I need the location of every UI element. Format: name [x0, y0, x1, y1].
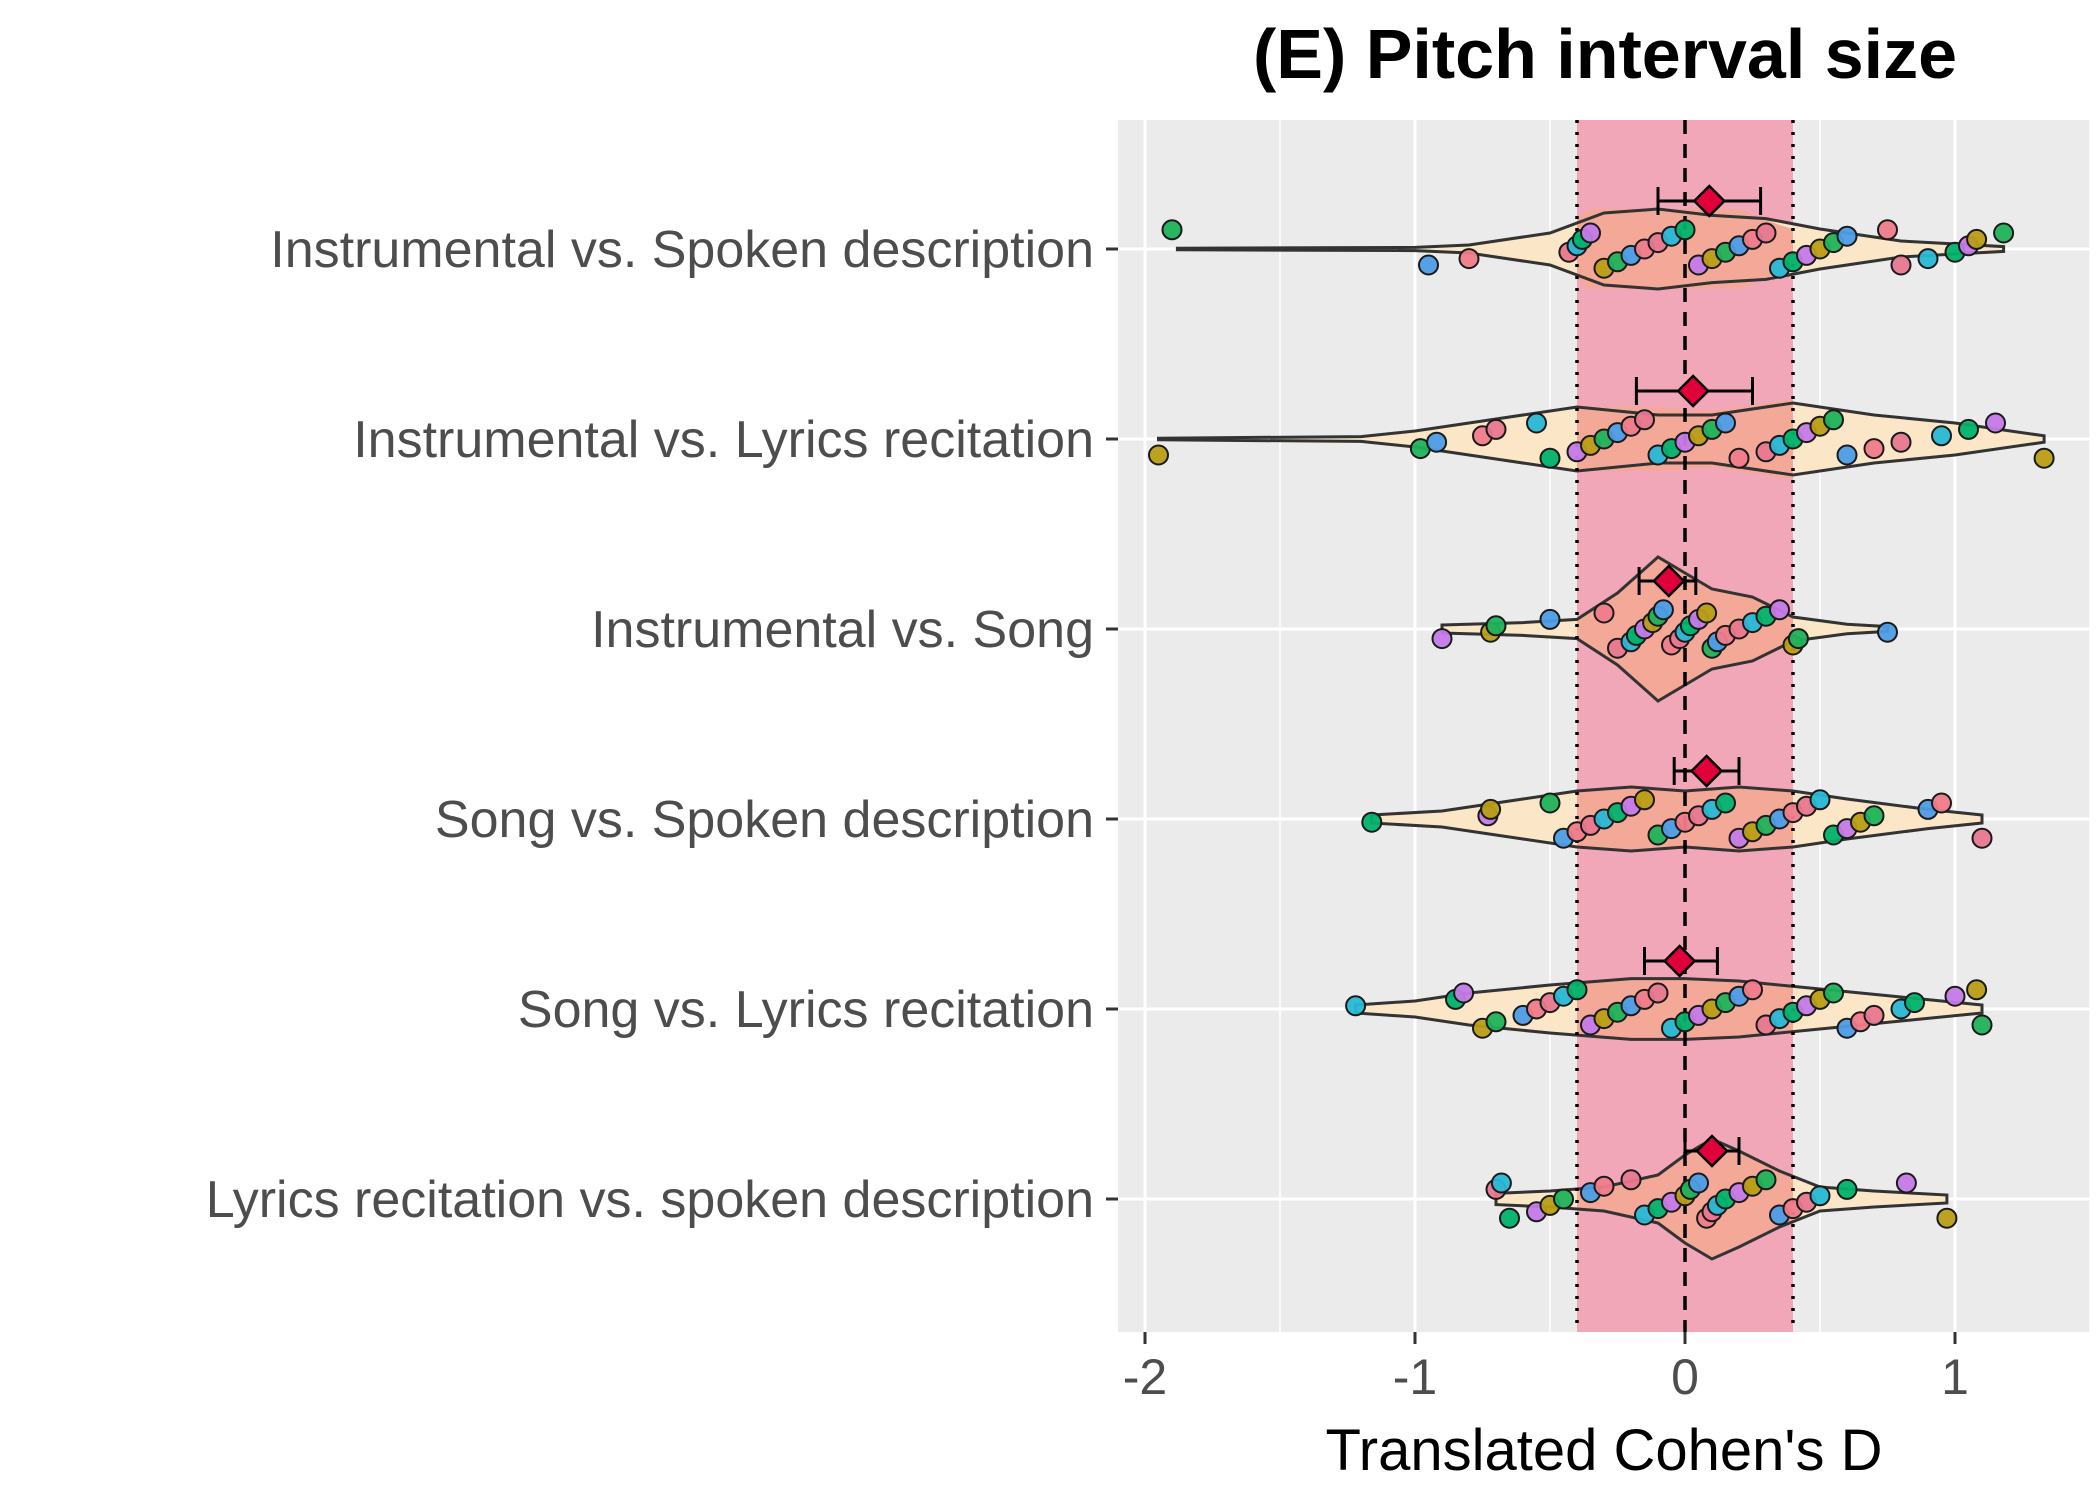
data-point — [1890, 254, 1912, 276]
data-point — [1480, 798, 1502, 820]
data-point — [1728, 447, 1750, 469]
data-point — [1593, 602, 1615, 624]
data-point — [1634, 409, 1655, 431]
data-point — [1485, 1011, 1507, 1033]
data-point — [1863, 805, 1885, 827]
data-point — [1971, 1014, 1993, 1036]
violin-outline — [1175, 207, 2006, 291]
data-point — [1966, 228, 1988, 250]
data-point — [1499, 1207, 1520, 1229]
chart-title: (E) Pitch interval size — [1253, 15, 1957, 93]
data-point — [1539, 447, 1561, 469]
data-point — [1715, 412, 1736, 434]
data-point — [1593, 1175, 1615, 1197]
data-point — [1931, 425, 1952, 447]
data-point — [2033, 447, 2055, 469]
data-point — [1936, 1207, 1958, 1229]
data-point — [1426, 431, 1448, 453]
data-point — [1823, 409, 1844, 431]
x-tick-label: 0 — [1671, 1349, 1699, 1405]
data-point — [1971, 827, 1993, 849]
data-point — [1755, 1169, 1777, 1191]
data-point — [1917, 248, 1939, 270]
means-and-ci — [1634, 184, 1763, 1168]
data-point — [1688, 1172, 1709, 1194]
data-point — [1580, 222, 1601, 244]
data-point — [1539, 608, 1561, 630]
data-point — [1836, 225, 1858, 247]
data-point — [1453, 982, 1475, 1004]
mean-marker — [1662, 944, 1697, 978]
data-point — [1958, 418, 1979, 440]
category-label: Instrumental vs. Spoken description — [270, 221, 1094, 279]
category-label: Lyrics recitation vs. spoken description — [206, 1171, 1094, 1229]
data-point — [1647, 982, 1669, 1004]
mean-marker — [1689, 754, 1724, 788]
data-point — [1877, 219, 1898, 241]
x-axis-title: Translated Cohen's D — [1326, 1418, 1883, 1483]
category-label: Song vs. Spoken description — [435, 791, 1094, 849]
data-point — [1769, 599, 1790, 621]
category-label: Instrumental vs. Song — [591, 601, 1094, 659]
data-point — [1345, 995, 1367, 1017]
category-label: Instrumental vs. Lyrics recitation — [353, 411, 1094, 469]
data-point — [1539, 792, 1561, 814]
data-point — [1809, 789, 1831, 811]
category-label: Song vs. Lyrics recitation — [518, 981, 1094, 1039]
data-point — [1890, 431, 1912, 453]
data-points — [1148, 219, 2055, 1229]
x-axis-ticks: -2 -1 0 1 — [1123, 1332, 1969, 1405]
data-point — [1985, 412, 2006, 434]
mean-marker — [1692, 184, 1727, 218]
data-point — [1823, 982, 1844, 1004]
data-point — [1431, 628, 1453, 650]
data-point — [1652, 599, 1674, 621]
data-point — [1966, 979, 1988, 1001]
data-point — [1931, 792, 1952, 814]
data-point — [1809, 1185, 1831, 1207]
data-point — [1361, 811, 1383, 833]
data-point — [1755, 222, 1777, 244]
data-point — [1904, 992, 1925, 1014]
x-tick-label: 1 — [1941, 1349, 1969, 1405]
data-point — [1863, 438, 1885, 460]
data-point — [1836, 444, 1858, 466]
violin-outline — [1157, 401, 2046, 477]
data-point — [1418, 254, 1439, 276]
data-point — [1490, 1172, 1512, 1194]
data-point — [1993, 222, 2015, 244]
mean-marker — [1652, 564, 1686, 598]
data-point — [1674, 219, 1696, 241]
data-point — [1148, 444, 1169, 466]
data-point — [1787, 628, 1809, 650]
data-point — [1634, 789, 1655, 811]
data-point — [1458, 248, 1480, 270]
x-tick-label: -1 — [1393, 1349, 1437, 1405]
mean-marker — [1695, 1134, 1729, 1168]
data-point — [1836, 1178, 1858, 1200]
data-point — [1696, 602, 1718, 624]
data-point — [1895, 1172, 1917, 1194]
data-point — [1620, 1169, 1642, 1191]
data-point — [1485, 615, 1507, 637]
data-point — [1161, 219, 1183, 241]
data-point — [1863, 1004, 1885, 1026]
data-point — [1715, 792, 1736, 814]
data-point — [1566, 979, 1588, 1001]
data-point — [1877, 621, 1898, 643]
mean-marker — [1676, 374, 1710, 408]
data-point — [1742, 979, 1763, 1001]
x-tick-label: -2 — [1123, 1349, 1167, 1405]
y-axis-categories: Instrumental vs. Spoken description Instr… — [206, 221, 1118, 1229]
data-point — [1944, 985, 1966, 1007]
data-point — [1553, 1188, 1574, 1210]
data-point — [1485, 418, 1507, 440]
data-point — [1526, 412, 1547, 434]
